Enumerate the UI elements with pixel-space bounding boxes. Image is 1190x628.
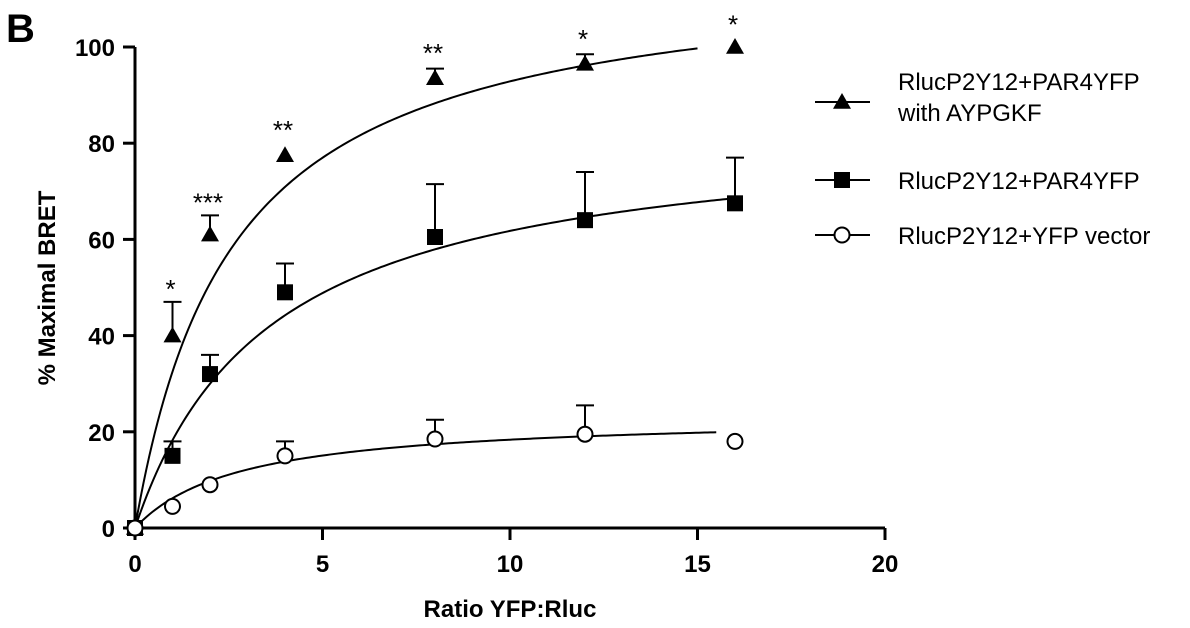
fit-curve-agonist	[134, 47, 698, 529]
error-bars	[163, 53, 744, 456]
x-ticks: 0 5 10 15 20	[128, 528, 898, 578]
legend-label-vector: RlucP2Y12+YFP vector	[898, 223, 1150, 250]
data-point-agonist	[726, 38, 744, 54]
legend-marker-agonist	[833, 93, 851, 109]
y-tick-label: 60	[88, 227, 115, 254]
legend-label-agonist: with AYPGKF	[897, 100, 1042, 127]
data-point-agonist	[426, 69, 444, 86]
data-point-par4	[427, 228, 443, 245]
fit-curves	[134, 47, 736, 529]
y-axis-title: % Maximal BRET	[34, 190, 61, 385]
data-point-vector	[576, 425, 594, 443]
legend: RlucP2Y12+PAR4YFP with AYPGKF RlucP2Y12+PA…	[815, 69, 1150, 250]
x-tick-label: 15	[684, 551, 711, 578]
significance-marker: **	[273, 115, 293, 145]
x-axis-title: Ratio YFP:Rluc	[424, 596, 597, 623]
y-tick-label: 100	[75, 35, 115, 62]
significance-marker: *	[728, 9, 738, 39]
data-point-vector	[164, 497, 181, 515]
y-tick-label: 0	[102, 516, 115, 543]
axes: 0 5 10 15 20 0 20 40 60 80 100	[75, 35, 898, 578]
data-point-vector	[276, 447, 294, 465]
data-markers	[126, 38, 744, 537]
fit-curve-par4	[134, 197, 736, 529]
data-point-par4	[727, 195, 743, 212]
data-point-agonist	[576, 54, 594, 71]
y-tick-label: 20	[88, 420, 115, 447]
y-tick-label: 80	[88, 131, 115, 158]
data-point-agonist	[201, 225, 219, 242]
legend-label-par4: RlucP2Y12+PAR4YFP	[898, 168, 1140, 195]
significance-annotations: ******** * *	[165, 9, 738, 304]
panel-label: B	[6, 7, 35, 51]
x-tick-label: 0	[128, 551, 141, 578]
data-point-vector	[126, 519, 144, 537]
significance-marker: **	[423, 38, 443, 68]
x-tick-label: 10	[497, 551, 524, 578]
data-point-par4	[277, 284, 293, 301]
data-point-agonist	[276, 146, 294, 162]
x-tick-label: 20	[872, 551, 899, 578]
legend-marker-vector	[833, 226, 851, 244]
data-point-agonist	[163, 326, 182, 343]
data-point-vector	[201, 476, 219, 494]
fit-curve-vector	[134, 431, 717, 529]
significance-marker: ***	[193, 187, 223, 217]
significance-marker: *	[165, 274, 175, 304]
legend-label-agonist: RlucP2Y12+PAR4YFP	[898, 69, 1140, 96]
legend-marker-par4	[834, 172, 850, 188]
data-point-par4	[164, 447, 181, 464]
significance-marker: *	[578, 24, 588, 54]
data-point-par4	[202, 366, 218, 383]
data-point-par4	[577, 212, 593, 229]
data-point-vector	[426, 430, 444, 448]
y-tick-label: 40	[88, 324, 115, 351]
y-ticks: 0 20 40 60 80 100	[75, 35, 135, 543]
data-point-vector	[726, 432, 744, 450]
x-tick-label: 5	[316, 551, 329, 578]
